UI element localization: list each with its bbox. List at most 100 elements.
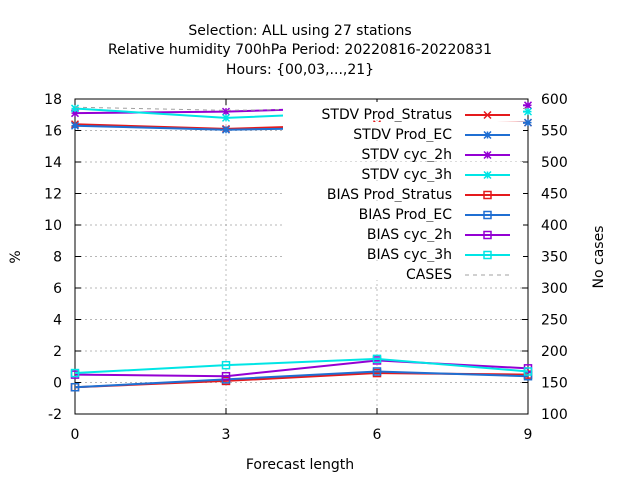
data-point [221, 360, 231, 370]
series-bias-cyc-3h [70, 354, 533, 378]
marker-star [221, 113, 231, 122]
series-bias-prod-stratus [70, 368, 533, 392]
legend-entry: STDV Prod_Stratus [283, 102, 523, 123]
data-point [70, 121, 80, 130]
y2-tick-label: 600 [541, 92, 568, 108]
data-point [221, 107, 231, 116]
y-tick-label: 14 [44, 155, 62, 171]
marker-square [221, 360, 231, 370]
marker-square [221, 371, 231, 381]
marker-square [372, 354, 382, 364]
data-point [372, 367, 382, 376]
legend-label: BIAS Prod_EC [359, 207, 453, 223]
marker-square [523, 367, 533, 376]
marker-square [70, 382, 80, 392]
legend-entry-background [283, 182, 523, 200]
legend-entry-background [283, 102, 523, 120]
legend-marker [483, 230, 492, 240]
y2-tick-label: 250 [541, 313, 568, 329]
x-tick-label: 9 [524, 427, 533, 443]
marker-star [70, 104, 80, 113]
legend-entry-background [283, 222, 523, 240]
legend-entry-background [283, 202, 523, 220]
marker-square [483, 210, 492, 220]
y2-tick-label: 550 [541, 124, 568, 140]
chart-title-line-2: Relative humidity 700hPa Period: 2022081… [108, 42, 492, 58]
marker-star [221, 107, 231, 116]
axes: -2 0 2 4 6 8 10 12 14 16 18 0 3 6 9 100 150 200 250 300 350 4… [44, 92, 568, 443]
x-tick-label: 0 [71, 427, 80, 443]
y2-tick-label: 400 [541, 218, 568, 234]
y-tick-label: 6 [53, 281, 62, 297]
series-line [74, 370, 529, 389]
marker-star [70, 121, 80, 130]
legend-marker [483, 190, 492, 200]
marker-cross [483, 110, 492, 120]
marker-square [483, 190, 492, 200]
x-axis-label: Forecast length [246, 457, 354, 473]
marker-star [483, 130, 492, 140]
legend-marker [483, 130, 492, 140]
series-bias-prod-ec [70, 367, 533, 392]
legend-entry: BIAS Prod_Stratus [283, 182, 523, 203]
legend-label: STDV cyc_3h [362, 167, 452, 183]
chart-title-line-1: Selection: ALL using 27 stations [188, 23, 411, 39]
legend-label: BIAS Prod_Stratus [327, 187, 452, 203]
data-point [523, 367, 533, 376]
legend-entry: BIAS Prod_EC [283, 202, 523, 223]
legend-entry: STDV Prod_EC [283, 122, 523, 143]
marker-star [483, 170, 492, 180]
marker-star [523, 118, 533, 127]
legend-entry: BIAS cyc_3h [283, 242, 523, 263]
data-point [372, 354, 382, 364]
y2-tick-label: 350 [541, 250, 568, 266]
legend-entry: CASES [283, 262, 523, 283]
y2-tick-label: 150 [541, 376, 568, 392]
legend-entry: STDV cyc_3h [283, 162, 523, 183]
legend-label: STDV Prod_EC [353, 127, 452, 143]
y2-tick-label: 100 [541, 407, 568, 423]
data-point [70, 382, 80, 392]
marker-square [523, 371, 533, 381]
marker-star [523, 107, 533, 116]
data-point [70, 109, 80, 118]
y-axis-label: % [8, 250, 24, 263]
legend: STDV Prod_Stratus STDV Prod_EC STDV cyc_2h… [283, 102, 523, 283]
legend-label: STDV cyc_2h [362, 147, 452, 163]
marker-star [70, 109, 80, 118]
legend-marker [483, 150, 492, 160]
y-tick-label: 18 [44, 92, 62, 108]
chart-title-line-3: Hours: {00,03,...,21} [226, 62, 374, 78]
y-tick-label: -2 [48, 407, 62, 423]
legend-marker [483, 210, 492, 220]
y2-tick-label: 500 [541, 155, 568, 171]
data-point [221, 371, 231, 381]
legend-label: CASES [406, 267, 452, 283]
y2-tick-label: 450 [541, 187, 568, 203]
y-tick-label: 12 [44, 187, 62, 203]
legend-entry: BIAS cyc_2h [283, 222, 523, 243]
legend-entry-background [283, 162, 523, 180]
x-tick-label: 6 [373, 427, 382, 443]
legend-entry-background [283, 242, 523, 260]
data-point [523, 118, 533, 127]
data-point [523, 107, 533, 116]
y-tick-label: 8 [53, 250, 62, 266]
marker-star [523, 101, 533, 110]
marker-star [221, 125, 231, 134]
series-line [74, 357, 529, 375]
y-tick-label: 4 [53, 313, 62, 329]
legend-marker [483, 250, 492, 260]
y-tick-label: 16 [44, 124, 62, 140]
legend-marker [483, 170, 492, 180]
marker-square [483, 230, 492, 240]
x-tick-label: 3 [222, 427, 231, 443]
data-point [523, 371, 533, 381]
marker-square [70, 368, 80, 378]
y2-axis-label: No cases [591, 226, 607, 289]
y-tick-label: 2 [53, 344, 62, 360]
marker-star [483, 150, 492, 160]
y2-tick-label: 200 [541, 344, 568, 360]
